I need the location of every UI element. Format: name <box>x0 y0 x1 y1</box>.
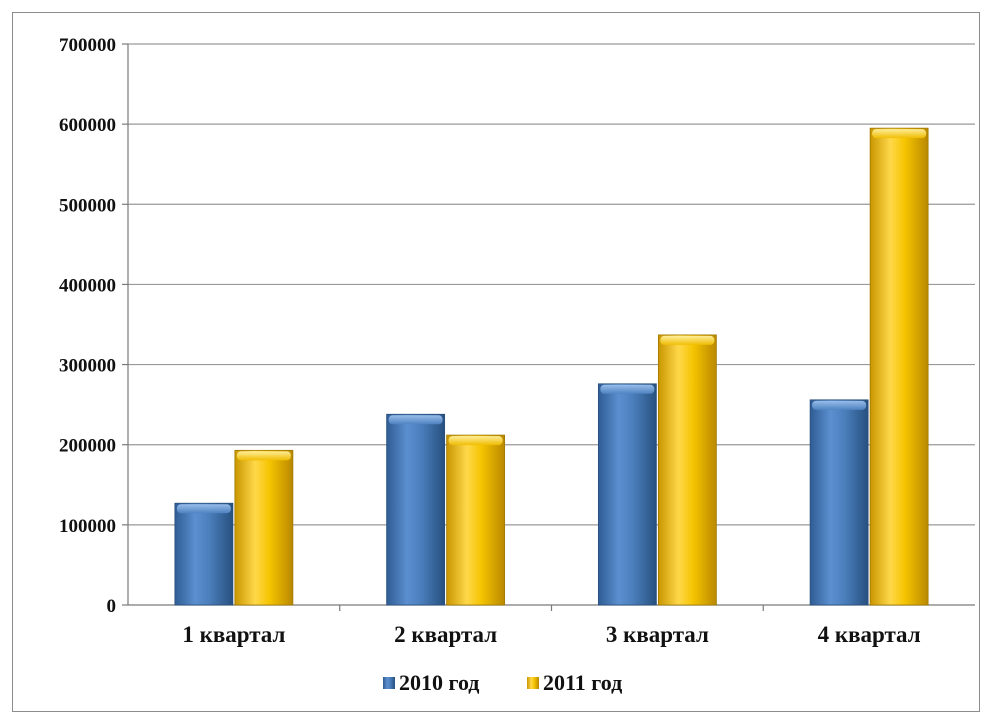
legend-swatch <box>383 677 395 689</box>
x-tick-label: 3 квартал <box>606 622 709 647</box>
x-tick-label: 4 квартал <box>818 622 921 647</box>
bar-series2-1 <box>234 449 294 606</box>
tick-labels: 0 100000 200000 300000 400000 500000 600000 700… <box>59 35 921 647</box>
bar-series1-1 <box>174 502 234 606</box>
bar-series2-4 <box>869 127 929 606</box>
bar-series2-2 <box>446 434 506 606</box>
legend: 2010 год 2011 год <box>383 670 622 695</box>
y-tick-label: 600000 <box>59 115 116 136</box>
legend-item: 2011 год <box>527 670 622 695</box>
y-tick-label: 100000 <box>59 516 116 537</box>
y-tick-label: 400000 <box>59 275 116 296</box>
y-tick-label: 700000 <box>59 35 116 56</box>
x-tick-label: 2 квартал <box>394 622 497 647</box>
legend-item: 2010 год <box>383 670 479 695</box>
y-tick-label: 500000 <box>59 195 116 216</box>
x-tick-label: 1 квартал <box>182 622 285 647</box>
bar-series2-3 <box>657 334 717 606</box>
bar-series1-3 <box>597 383 657 606</box>
bar-series1-4 <box>809 399 869 606</box>
bar-series1-2 <box>386 413 446 606</box>
legend-label: 2010 год <box>399 670 479 695</box>
legend-label: 2011 год <box>543 670 622 695</box>
legend-swatch <box>527 677 539 689</box>
y-tick-label: 300000 <box>59 356 116 377</box>
bars <box>174 127 929 606</box>
y-tick-label: 0 <box>107 596 117 617</box>
y-tick-label: 200000 <box>59 436 116 457</box>
